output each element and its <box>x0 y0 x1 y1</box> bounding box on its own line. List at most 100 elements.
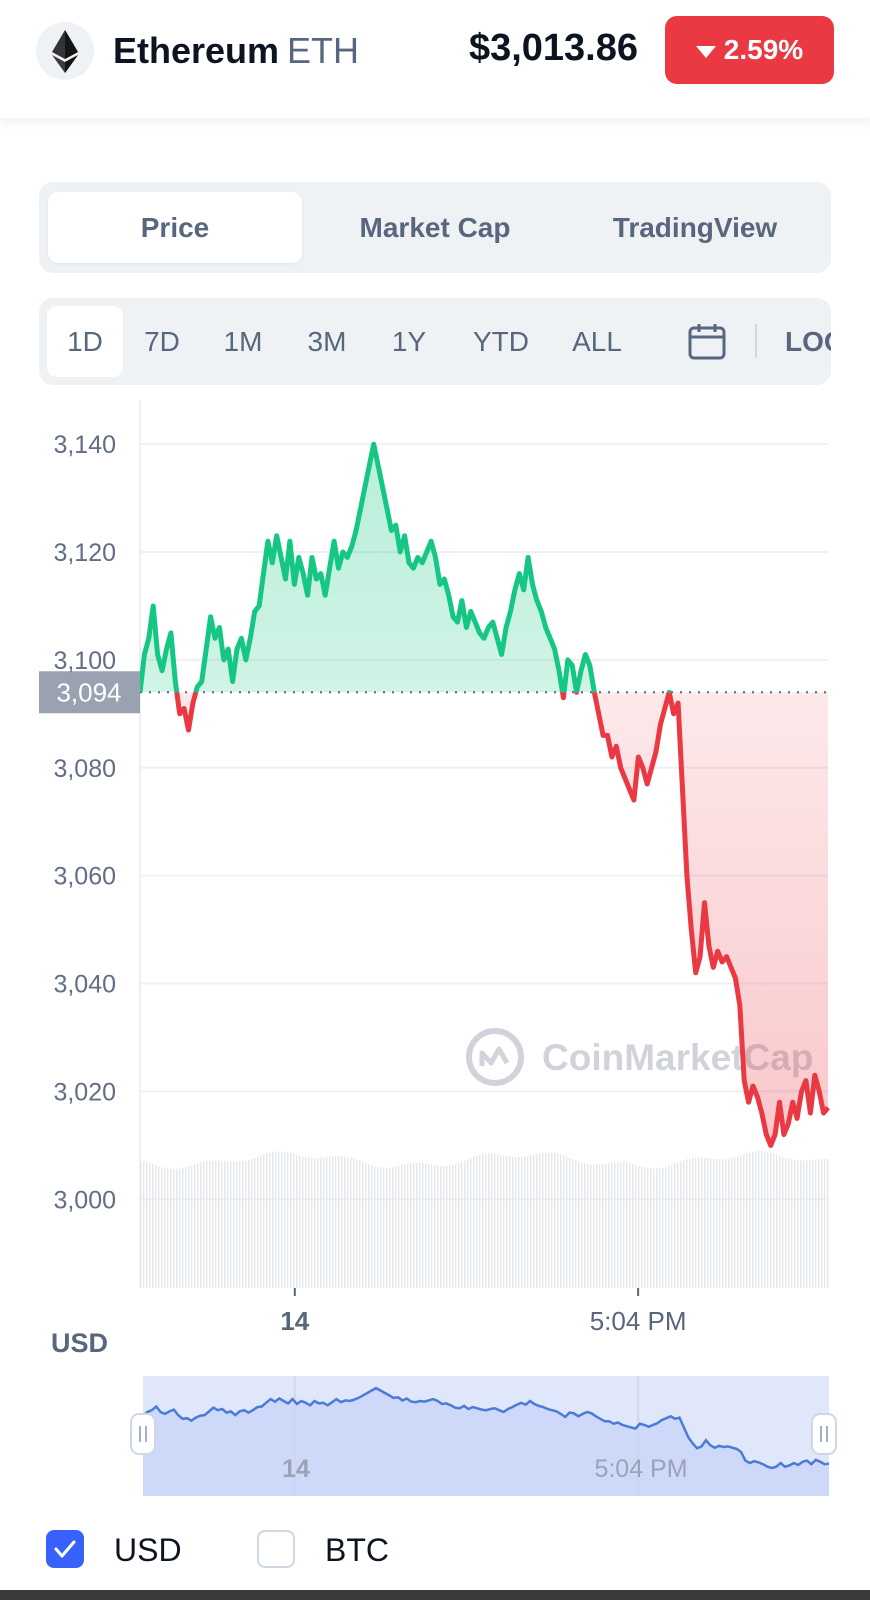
volume-bar <box>596 1164 598 1288</box>
volume-bar <box>446 1165 448 1288</box>
btc-checkbox[interactable] <box>257 1530 295 1568</box>
volume-bar <box>629 1163 631 1288</box>
range-all[interactable]: ALL <box>572 325 622 357</box>
volume-bar <box>422 1163 424 1288</box>
usd-legend-label[interactable]: USD <box>114 1532 182 1568</box>
volume-bar <box>635 1164 637 1288</box>
price-change-badge: 2.59% <box>665 16 834 84</box>
volume-bar <box>608 1163 610 1288</box>
btc-legend-label[interactable]: BTC <box>325 1532 389 1568</box>
volume-bar <box>578 1161 580 1288</box>
volume-bar <box>404 1164 406 1288</box>
volume-bar <box>344 1156 346 1288</box>
volume-bar <box>665 1166 667 1288</box>
volume-bar <box>425 1163 427 1288</box>
volume-bar <box>569 1157 571 1288</box>
volume-bar <box>359 1160 361 1288</box>
volume-bar <box>395 1166 397 1288</box>
volume-bar <box>341 1156 343 1288</box>
volume-bar <box>686 1159 688 1288</box>
range-ytd[interactable]: YTD <box>473 325 529 357</box>
navigator-left-handle[interactable] <box>130 1413 156 1455</box>
currency-legend: USD BTC <box>0 1526 870 1576</box>
volume-bar <box>692 1157 694 1288</box>
volume-bar <box>224 1161 226 1288</box>
ytick-label: 3,080 <box>53 755 116 783</box>
tab-price[interactable]: Price <box>48 192 302 263</box>
volume-bar <box>299 1155 301 1288</box>
volume-bar <box>350 1157 352 1288</box>
range-1d[interactable]: 1D <box>47 306 123 377</box>
volume-bar <box>266 1153 268 1288</box>
ytick-label: 3,000 <box>53 1186 116 1214</box>
volume-bar <box>809 1160 811 1288</box>
volume-bar <box>695 1157 697 1288</box>
volume-bar <box>773 1153 775 1288</box>
volume-bar <box>437 1165 439 1288</box>
volume-bar <box>356 1159 358 1288</box>
ytick-label: 3,020 <box>53 1078 116 1106</box>
range-7d[interactable]: 7D <box>144 325 180 357</box>
volume-bar <box>593 1164 595 1288</box>
volume-bar <box>611 1162 613 1288</box>
volume-bar <box>182 1167 184 1288</box>
volume-bar <box>671 1164 673 1288</box>
volume-bar <box>638 1165 640 1288</box>
volume-bar <box>707 1158 709 1288</box>
volume-bar <box>239 1161 241 1288</box>
volume-bar <box>764 1151 766 1288</box>
volume-bar <box>749 1152 751 1288</box>
xtick-label: 5:04 PM <box>590 1306 687 1336</box>
volume-bar <box>827 1159 829 1288</box>
volume-bar <box>398 1165 400 1288</box>
range-navigator[interactable]: 14 5:04 PM <box>130 1376 837 1496</box>
volume-bar <box>488 1153 490 1288</box>
volume-bar <box>275 1151 277 1288</box>
volume-bar <box>311 1157 313 1288</box>
volume-bar <box>233 1161 235 1288</box>
tab-market-cap[interactable]: Market Cap <box>359 211 511 243</box>
currency-axis-label: USD <box>51 1328 109 1358</box>
tab-tradingview[interactable]: TradingView <box>612 211 778 243</box>
volume-bar <box>761 1151 763 1288</box>
volume-bar <box>443 1165 445 1288</box>
volume-bar <box>245 1160 247 1288</box>
volume-bar <box>722 1159 724 1288</box>
range-3m[interactable]: 3M <box>307 325 347 357</box>
volume-bar <box>194 1164 196 1288</box>
volume-bar <box>644 1167 646 1288</box>
volume-bar <box>542 1153 544 1288</box>
price-chart[interactable]: CoinMarketCap 3,094 3,0003,0203,0403,060… <box>0 400 870 1510</box>
volume-bar <box>377 1167 379 1288</box>
volume-bar <box>434 1165 436 1288</box>
volume-bar <box>740 1155 742 1288</box>
log-scale-toggle[interactable]: LOG <box>785 325 831 357</box>
current-price: $3,013.86 <box>468 27 638 69</box>
volume-bar <box>515 1157 517 1288</box>
volume-bar <box>614 1162 616 1288</box>
navigator-right-handle[interactable] <box>811 1413 837 1455</box>
volume-bar <box>221 1160 223 1288</box>
volume-bar <box>647 1167 649 1288</box>
volume-bar <box>374 1166 376 1288</box>
volume-bar <box>752 1151 754 1288</box>
range-1m[interactable]: 1M <box>223 325 263 357</box>
volume-bar <box>365 1163 367 1288</box>
volume-bar <box>548 1152 550 1288</box>
volume-bar <box>401 1164 403 1288</box>
price-line-below <box>139 692 830 1148</box>
calendar-icon[interactable] <box>687 322 727 367</box>
reference-label: 3,094 <box>56 677 121 707</box>
range-1y[interactable]: 1Y <box>391 325 427 357</box>
volume-bar <box>650 1168 652 1288</box>
volume-bar <box>149 1162 151 1288</box>
price-line-above <box>137 441 672 693</box>
volume-bar <box>467 1159 469 1288</box>
volume-bar <box>335 1156 337 1288</box>
ytick-label: 3,040 <box>53 971 116 999</box>
volume-bar <box>521 1156 523 1288</box>
volume-bar <box>152 1163 154 1288</box>
volume-bar <box>416 1162 418 1288</box>
usd-checkbox[interactable] <box>46 1530 84 1568</box>
volume-bar <box>287 1152 289 1288</box>
